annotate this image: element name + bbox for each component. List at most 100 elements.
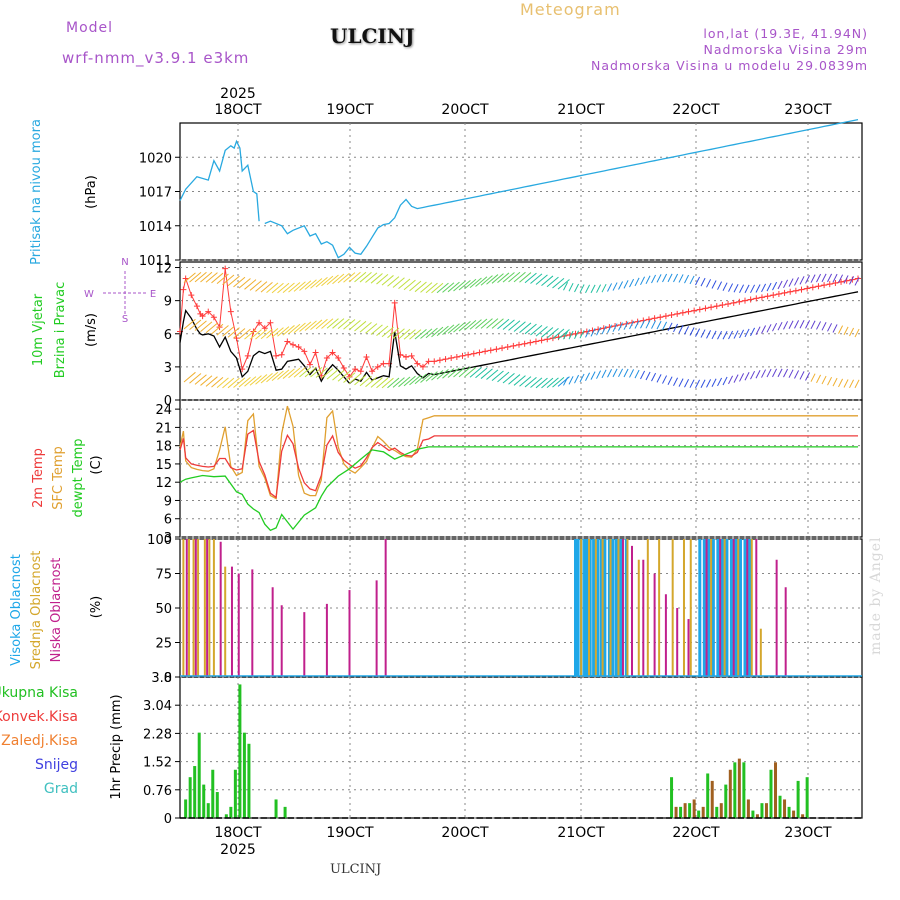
altitude-label: Nadmorska Visina 29m [703,42,868,57]
wind-barb [387,377,400,389]
wind-barb [524,376,537,388]
wind-barb [623,280,629,289]
wind-barb [656,374,662,383]
wind-barb [260,282,273,293]
wind-barb [629,320,635,330]
temp-tick-label: 24 [155,403,172,418]
temp-tick-label: 3 [164,531,172,546]
wind-barb [293,367,306,378]
precip-bar [229,806,233,818]
wind-barb [354,271,367,283]
wind-barb [832,273,838,283]
precip-bar [238,684,242,818]
wind-barb [249,280,262,291]
wind-barb [794,320,800,329]
wind-barb [854,277,860,286]
wind-barb [183,272,196,283]
gust-marker [222,265,229,272]
wind-barb [579,284,585,293]
model-label: Model [66,20,114,36]
wind-barb [211,272,224,284]
wind-barb [728,330,734,340]
wind-barb [843,379,849,388]
wind-barb [651,372,657,382]
wind-barb [530,377,543,388]
gust-marker [369,368,376,375]
gust-marker [504,344,511,351]
wind-barb [370,377,383,388]
wind-barb [436,282,449,294]
gust-marker [657,314,664,321]
precip-bar [674,806,678,818]
wind-barb [728,283,734,292]
gust-marker [821,282,828,289]
gust-marker [708,304,715,311]
temp-tick-label: 21 [155,421,172,436]
wind-barb [744,284,750,294]
temp-tick-label: 6 [164,513,172,528]
pressure-title: Pritisak na nivou mora [29,119,44,265]
wind-barb [601,325,607,335]
wind-barb [766,368,772,378]
gust-marker [431,358,438,365]
wind-barb [706,379,712,388]
wind-barb [601,283,607,293]
wind-barb [293,322,306,334]
wind-barb [805,320,811,329]
gust-marker [436,357,443,364]
wind-barb [640,276,646,286]
bottom-x-tick-label: 22OCT [672,825,720,841]
wind-barb [662,375,668,384]
wind-barb [337,371,350,382]
gust-marker [465,351,472,358]
precip-bar [760,803,764,818]
wind-barb [513,271,526,283]
precip-bar [719,803,723,818]
wind-barb [486,369,499,380]
gust-marker [736,298,743,305]
wind-barb [216,273,229,285]
wind-barb [205,322,218,334]
wind-barb [524,272,537,284]
precip-tick-label: 1.52 [143,756,172,771]
wind-barb [711,280,717,289]
top-x-tick-label: 19OCT [326,102,374,118]
wind-barb [546,377,559,388]
gust-marker [199,313,206,320]
wind-unit: (m/s) [84,313,99,347]
wind-barb [689,275,695,285]
wind-barb [541,327,554,338]
precip-bar [801,814,805,818]
precip-bar [193,766,197,818]
wind-barb [194,271,207,283]
wind-barb [673,323,679,333]
gust-marker [267,319,274,326]
wind-barb [805,372,811,381]
wind-barb [453,366,466,378]
wind-barb [535,326,548,337]
temp-title-sfc: SFC Temp [51,446,66,510]
wind-barb [552,328,565,340]
wind-barb [288,282,301,293]
wind-barb [475,276,488,287]
wind-barb [189,319,202,331]
wind-barb [827,376,833,386]
wind-barb [821,273,827,283]
wind-barb [238,278,251,289]
gust-marker [306,361,313,368]
wind-barb [420,328,433,339]
wind-barb [843,275,849,284]
wind-barb [502,272,515,283]
wind-barb [535,274,548,285]
gust-marker [702,305,709,312]
wind-barb [304,366,317,378]
gust-marker [374,363,381,370]
wind-barb [777,368,783,378]
compass-w: W [84,289,94,300]
wind-barb [574,374,580,384]
gust-marker [301,348,308,355]
precip-bar [724,784,728,818]
top-x-tick-label: 22OCT [672,102,720,118]
temp-tick-label: 12 [155,476,172,491]
precip-legend-0: Ukupna Kisa [0,685,78,701]
